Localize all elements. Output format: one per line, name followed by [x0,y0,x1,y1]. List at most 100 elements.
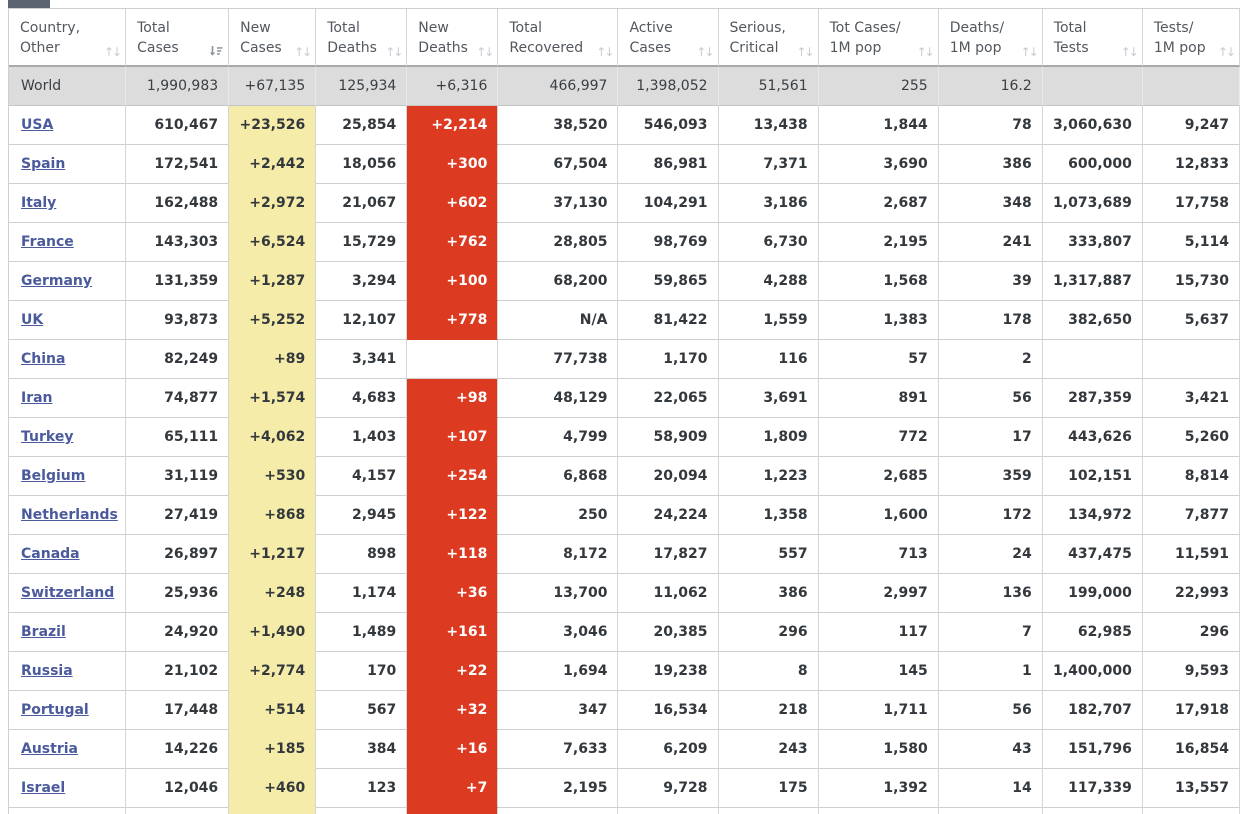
sort-toggle-icon[interactable]: ↑↓ [1217,44,1236,59]
table-row-spain: Spain 172,541 +2,442 18,056 +300 67,504 86,981… [9,144,1240,184]
cell-cases_1m: 145 [818,651,939,691]
column-header-deaths_1m[interactable]: Deaths/1M pop ↑↓ [938,9,1043,67]
sort-toggle-icon[interactable]: ↑↓ [1020,44,1039,59]
country-link[interactable]: Spain [21,155,66,172]
cell-serious_critical: 296 [718,612,819,652]
cell-active_cases: 1,398,052 [618,66,719,106]
sort-toggle-icon[interactable]: ↑↓ [696,44,714,59]
country-link[interactable]: Austria [21,740,78,757]
cell-deaths_1m: 178 [938,300,1043,340]
cell-total_tests [1042,807,1143,814]
cell-total_recovered: 1,694 [498,651,619,691]
cell-tests_1m: 8,814 [1142,456,1240,496]
country-link[interactable]: Portugal [21,701,89,718]
column-header-country[interactable]: Country, Other ↑↓ [9,9,127,67]
cell-serious_critical: 6,730 [718,222,819,262]
cell-tests_1m: 5,260 [1142,417,1240,457]
table-row-russia: Russia 21,102 +2,774 170 +22 1,694 19,238 8 145 1… [9,651,1240,691]
cell-new_cases: +460 [229,768,317,808]
table-row-canada: Canada 26,897 +1,217 898 +118 8,172 17,827 557 7… [9,534,1240,574]
cell-deaths_1m: 1 [938,651,1043,691]
cell-serious_critical: 7,371 [718,144,819,184]
cell-active_cases: 1,170 [618,339,719,379]
cell-country: Russia [9,651,127,691]
cell-deaths_1m: 56 [938,378,1043,418]
sort-toggle-icon[interactable]: ↑↓ [596,44,614,59]
cell-total_deaths: 21,067 [316,183,408,223]
column-header-serious_critical[interactable]: Serious, Critical ↑↓ [718,9,819,67]
cell-tests_1m: 17,758 [1142,183,1240,223]
header-label: New [240,20,271,36]
table-row-usa: USA 610,467 +23,526 25,854 +2,214 38,520 546,0… [9,105,1240,145]
cell-active_cases: 81,422 [618,300,719,340]
column-header-tests_1m[interactable]: Tests/1M pop ↑↓ [1142,9,1240,67]
sort-toggle-icon[interactable]: ↑↓ [916,44,935,59]
cell-total_deaths: 3,294 [316,261,408,301]
table-row-turkey: Turkey 65,111 +4,062 1,403 +107 4,799 58,909 1,… [9,417,1240,457]
sort-toggle-icon[interactable]: ↑↓ [1120,44,1139,59]
cell-deaths_1m: 14 [938,768,1043,808]
table-row-china: China 82,249 +89 3,341 77,738 1,170 116 57 2 [9,339,1240,379]
country-link[interactable]: Turkey [21,428,74,445]
cell-country: China [9,339,127,379]
table-row-brazil: Brazil 24,920 +1,490 1,489 +161 3,046 20,385 29… [9,612,1240,652]
country-link[interactable]: Italy [21,194,57,211]
country-link[interactable]: Israel [21,779,66,796]
column-header-total_recovered[interactable]: Total Recovered ↑↓ [498,9,619,67]
cell-serious_critical: 51,561 [718,66,819,106]
country-link[interactable]: USA [21,116,54,133]
sort-toggle-icon[interactable]: ↑↓ [476,44,494,59]
column-header-new_deaths[interactable]: New Deaths ↑↓ [407,9,499,67]
cell-country: Portugal [9,690,127,730]
column-header-total_cases[interactable]: Total Cases [126,9,230,67]
cell-country: UK [9,300,127,340]
column-header-new_cases[interactable]: New Cases ↑↓ [229,9,317,67]
country-link[interactable]: France [21,233,74,250]
cell-new_cases: +4,062 [229,417,317,457]
country-link[interactable]: Canada [21,545,80,562]
header-label: Active [629,20,673,36]
cell-total_cases: 610,467 [126,105,230,145]
cell-deaths_1m: 386 [938,144,1043,184]
sort-toggle-icon[interactable]: ↑↓ [796,44,815,59]
cell-cases_1m [818,807,939,814]
column-header-cases_1m[interactable]: Tot Cases/1M pop ↑↓ [818,9,939,67]
country-link[interactable]: Iran [21,389,53,406]
country-link[interactable]: UK [21,311,44,328]
country-link[interactable]: Switzerland [21,584,115,601]
cell-total_cases: 25,936 [126,573,230,613]
cell-total_tests: 1,317,887 [1042,261,1143,301]
column-header-total_tests[interactable]: Total Tests ↑↓ [1042,9,1143,67]
cell-country: Germany [9,261,127,301]
column-header-total_deaths[interactable]: Total Deaths ↑↓ [316,9,408,67]
cell-tests_1m: 9,593 [1142,651,1240,691]
cell-serious_critical: 175 [718,768,819,808]
cell-total_tests: 600,000 [1042,144,1143,184]
sort-toggle-icon[interactable]: ↑↓ [294,44,312,59]
cell-total_deaths: 18,056 [316,144,408,184]
cell-total_recovered: 466,997 [498,66,619,106]
country-link[interactable]: Brazil [21,623,66,640]
country-link[interactable]: Netherlands [21,506,118,523]
cell-active_cases: 9,728 [618,768,719,808]
cell-deaths_1m: 136 [938,573,1043,613]
cell-tests_1m: 5,637 [1142,300,1240,340]
cell-total_tests: 182,707 [1042,690,1143,730]
table-row-austria: Austria 14,226 +185 384 +16 7,633 6,209 243 1,58… [9,729,1240,769]
sort-toggle-icon[interactable]: ↑↓ [385,44,403,59]
sort-descending-icon[interactable] [209,45,223,58]
country-link[interactable]: Russia [21,662,73,679]
cell-country: France [9,222,127,262]
country-link[interactable]: Belgium [21,467,86,484]
cell-total_recovered: 347 [498,690,619,730]
country-link[interactable]: Germany [21,272,93,289]
column-header-active_cases[interactable]: Active Cases ↑↓ [618,9,719,67]
cell-serious_critical: 3,186 [718,183,819,223]
cell-country: Netherlands [9,495,127,535]
country-link[interactable]: China [21,350,66,367]
cell-active_cases: 6,209 [618,729,719,769]
cell-cases_1m: 57 [818,339,939,379]
sort-toggle-icon[interactable]: ↑↓ [103,44,122,59]
cell-tests_1m: 11,591 [1142,534,1240,574]
cell-cases_1m: 1,568 [818,261,939,301]
